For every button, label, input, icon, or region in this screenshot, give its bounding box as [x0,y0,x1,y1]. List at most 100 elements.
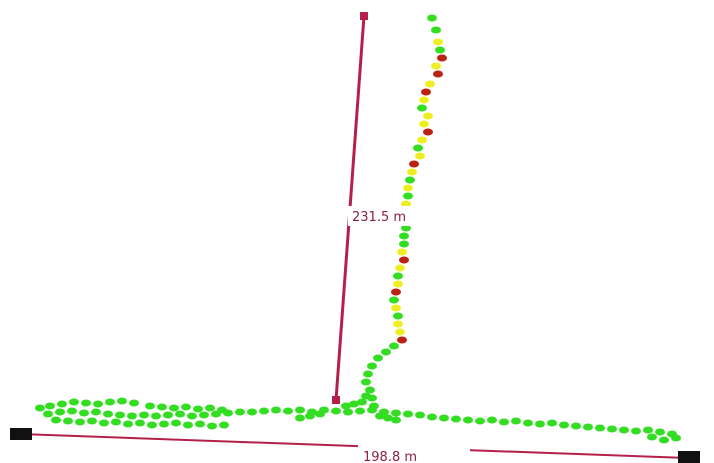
gps-point [69,399,79,406]
gps-point [391,417,401,424]
gps-point [127,413,137,420]
gps-point [43,411,53,418]
gps-point [343,409,353,416]
gps-point [423,129,433,136]
gps-point [247,409,257,416]
gps-point [389,297,399,304]
gps-point [523,420,533,427]
gps-point [435,47,445,54]
gps-point [397,337,407,344]
gps-point [451,416,461,423]
gps-point [355,408,365,415]
gps-point [423,113,433,120]
gps-point [399,233,409,240]
horizontal-measure-end-handle[interactable] [678,451,700,463]
gps-point [419,97,429,104]
horizontal-measure-start-handle[interactable] [10,428,32,440]
gps-point [81,400,91,407]
gps-point [373,355,383,362]
gps-point [111,419,121,426]
gps-point [427,414,437,421]
gps-point [399,241,409,248]
gps-point [363,371,373,378]
gps-point [415,412,425,419]
gps-point [103,411,113,418]
gps-point [381,349,391,356]
gps-point [187,413,197,420]
gps-point [511,418,521,425]
gps-point [235,409,245,416]
gps-point [129,400,139,407]
vertical-measure-end-handle[interactable] [332,396,340,404]
gps-point [259,408,269,415]
gps-point [631,428,641,435]
gps-point [403,411,413,418]
gps-point [407,169,417,176]
gps-point [403,193,413,200]
gps-point [671,435,681,442]
gps-point [607,426,617,433]
gps-point [79,410,89,417]
gps-point [283,408,293,415]
gps-point [583,424,593,431]
gps-point [35,405,45,412]
gps-point [391,305,401,312]
gps-point [395,329,405,336]
gps-point [413,145,423,152]
gps-point [427,15,437,22]
gps-point [145,403,155,410]
gps-point [63,418,73,425]
gps-point [271,407,281,414]
gps-point [547,420,557,427]
gps-point [193,406,203,413]
gps-point [487,417,497,424]
gps-point [619,427,629,434]
gps-point [135,420,145,427]
gps-point [171,420,181,427]
gps-point [305,413,315,420]
gps-point [139,412,149,419]
gps-point [57,401,67,408]
gps-point [395,265,405,272]
gps-point [463,417,473,424]
gps-point [51,417,61,424]
gps-point [361,379,371,386]
gps-point [295,415,305,422]
gps-point [93,401,103,408]
horizontal-distance-label: 198.8 m [363,450,417,463]
gps-point [433,39,443,46]
gps-point [205,405,215,412]
gps-point [391,410,401,417]
gps-point [55,409,65,416]
gps-point [75,419,85,426]
gps-point [403,185,413,192]
gps-point [393,273,403,280]
gps-point [559,422,569,429]
gps-point [365,387,375,394]
vertical-measure-start-handle[interactable] [360,12,368,20]
gps-point [217,407,227,414]
gps-point [295,407,305,414]
gps-point [195,421,205,428]
gps-point [393,321,403,328]
gps-point [417,105,427,112]
gps-point [199,412,209,419]
gps-point [157,404,167,411]
gps-point [183,422,193,429]
gps-point [357,399,367,406]
gps-point [67,408,77,415]
gps-point [389,343,399,350]
gps-point [169,405,179,412]
gps-point [151,413,161,420]
gps-point [163,412,173,419]
gps-point [417,137,427,144]
gps-point [415,153,425,160]
gps-point [571,423,581,430]
gps-point [123,421,133,428]
gps-point [397,249,407,256]
gps-point [219,422,229,429]
gps-point [391,289,401,296]
gps-point [399,257,409,264]
